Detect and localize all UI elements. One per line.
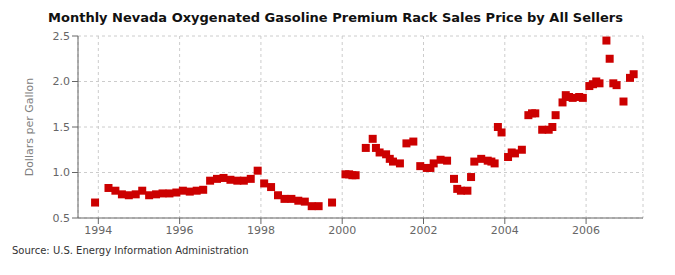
svg-text:1998: 1998 [247,224,275,237]
svg-text:Dollars per Gallon: Dollars per Gallon [23,78,36,177]
svg-text:2004: 2004 [491,224,519,237]
svg-text:2.0: 2.0 [53,75,71,88]
svg-text:2002: 2002 [410,224,438,237]
svg-text:1.5: 1.5 [53,121,71,134]
svg-text:2006: 2006 [572,224,600,237]
html-text:Source: U.S. Energy Informatio: Source: U.S. Energy Information Administ… [12,245,249,256]
html-text:Monthly Nevada Oxygenated Gaso: Monthly Nevada Oxygenated Gasoline Premi… [48,10,623,25]
svg-text:1996: 1996 [166,224,194,237]
svg-text:1.0: 1.0 [53,166,71,179]
svg-text:2000: 2000 [328,224,356,237]
svg-text:1994: 1994 [84,224,112,237]
svg-text:2.5: 2.5 [53,30,71,43]
svg-text:0.5: 0.5 [53,212,71,225]
